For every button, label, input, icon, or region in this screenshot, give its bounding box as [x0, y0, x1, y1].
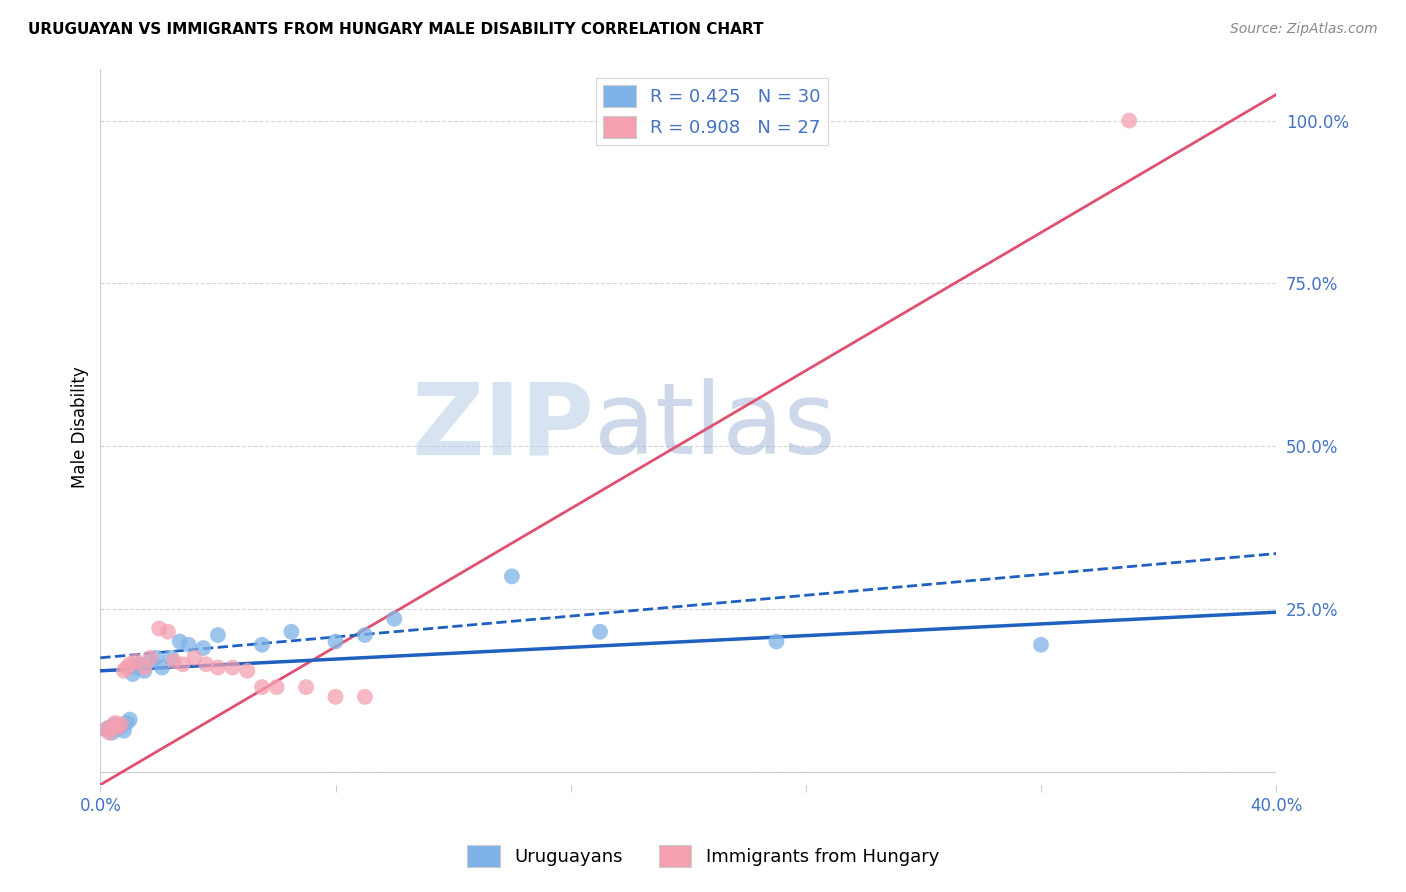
Point: [148, 622, 170, 636]
Point: [107, 722, 129, 736]
Point: [501, 569, 523, 583]
Point: [193, 640, 215, 655]
Point: [1029, 638, 1052, 652]
Point: [115, 715, 138, 730]
Point: [112, 723, 135, 738]
Point: [207, 628, 229, 642]
Legend: Uruguayans, Immigrants from Hungary: Uruguayans, Immigrants from Hungary: [460, 838, 946, 874]
Point: [589, 624, 612, 639]
Point: [104, 715, 127, 730]
Point: [1118, 113, 1140, 128]
Point: [96, 723, 118, 737]
Point: [156, 624, 179, 639]
Point: [250, 680, 273, 694]
Point: [295, 680, 318, 694]
Point: [354, 690, 377, 704]
Point: [124, 660, 146, 674]
Point: [765, 634, 787, 648]
Point: [124, 654, 146, 668]
Point: [160, 650, 183, 665]
Point: [207, 660, 229, 674]
Point: [134, 664, 156, 678]
Point: [121, 667, 143, 681]
Point: [118, 657, 141, 672]
Point: [236, 664, 259, 678]
Point: [118, 713, 141, 727]
Point: [177, 638, 200, 652]
Point: [98, 725, 121, 739]
Point: [325, 634, 347, 648]
Point: [382, 612, 405, 626]
Point: [96, 723, 118, 737]
Point: [150, 660, 173, 674]
Point: [112, 664, 135, 678]
Point: [107, 721, 129, 735]
Point: [110, 719, 132, 733]
Point: [128, 657, 150, 672]
Point: [139, 654, 162, 668]
Point: [280, 624, 302, 639]
Point: [145, 650, 167, 665]
Point: [104, 718, 127, 732]
Point: [250, 638, 273, 652]
Text: ZIP: ZIP: [412, 378, 595, 475]
Point: [266, 680, 288, 694]
Point: [169, 634, 191, 648]
Point: [354, 628, 377, 642]
Point: [325, 690, 347, 704]
Point: [98, 721, 121, 735]
Point: [172, 657, 194, 672]
Point: [101, 719, 124, 733]
Point: [221, 660, 243, 674]
Point: [115, 660, 138, 674]
Text: URUGUAYAN VS IMMIGRANTS FROM HUNGARY MALE DISABILITY CORRELATION CHART: URUGUAYAN VS IMMIGRANTS FROM HUNGARY MAL…: [28, 22, 763, 37]
Point: [139, 650, 162, 665]
Point: [110, 717, 132, 731]
Point: [163, 654, 186, 668]
Legend: R = 0.425   N = 30, R = 0.908   N = 27: R = 0.425 N = 30, R = 0.908 N = 27: [596, 78, 828, 145]
Text: Source: ZipAtlas.com: Source: ZipAtlas.com: [1230, 22, 1378, 37]
Text: atlas: atlas: [595, 378, 835, 475]
Point: [101, 725, 124, 739]
Y-axis label: Male Disability: Male Disability: [72, 366, 89, 488]
Point: [183, 650, 205, 665]
Point: [195, 657, 218, 672]
Point: [134, 660, 156, 674]
